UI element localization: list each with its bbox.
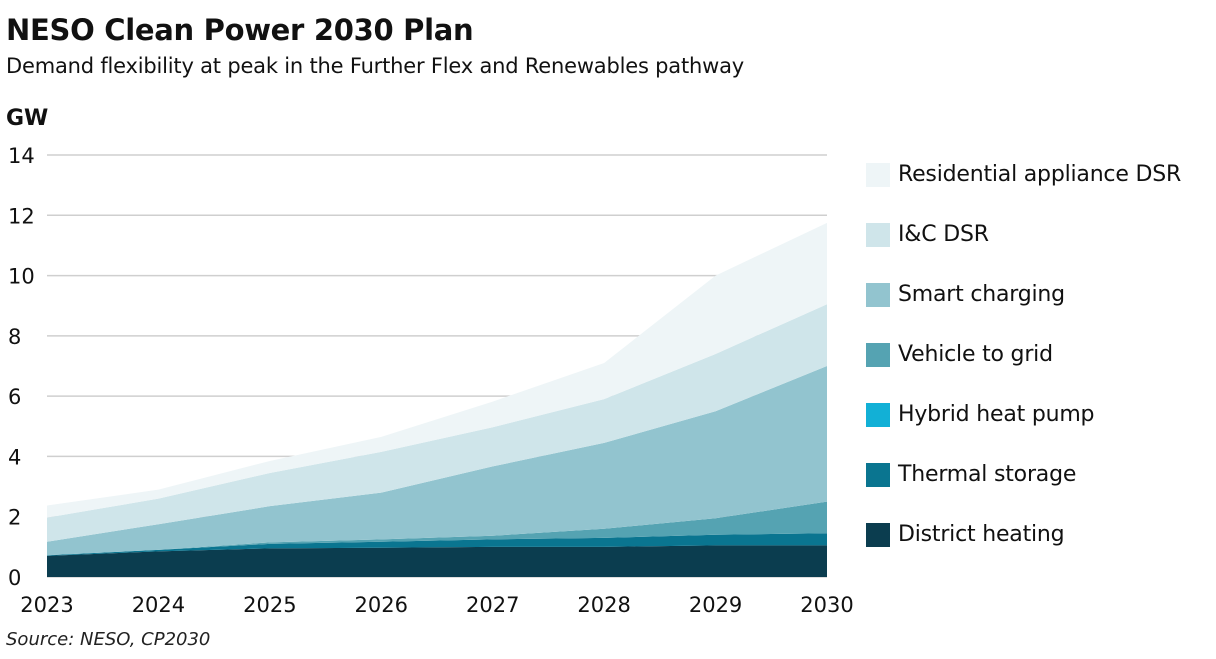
x-tick-label: 2030 <box>800 593 853 617</box>
legend-label: Vehicle to grid <box>898 342 1053 367</box>
legend-item: Vehicle to grid <box>866 340 1053 370</box>
y-tick-label: 4 <box>8 445 21 469</box>
legend-item: Hybrid heat pump <box>866 400 1095 430</box>
legend-item: I&C DSR <box>866 220 989 250</box>
x-tick-label: 2029 <box>689 593 742 617</box>
area-smart-charging <box>47 366 827 556</box>
source-note: Source: NESO, CP2030 <box>6 629 211 650</box>
area-thermal-storage <box>47 533 827 556</box>
legend-label: Hybrid heat pump <box>898 402 1095 427</box>
x-tick-label: 2026 <box>355 593 408 617</box>
legend-swatch <box>866 163 890 187</box>
y-axis-label: GW <box>6 106 48 131</box>
y-tick-label: 6 <box>8 385 21 409</box>
x-tick-label: 2025 <box>243 593 296 617</box>
area-i-c-dsr <box>47 304 827 542</box>
area-district-heating <box>47 545 827 577</box>
legend-swatch <box>866 283 890 307</box>
area-vehicle-to-grid <box>47 501 827 556</box>
legend-swatch <box>866 463 890 487</box>
legend-item: Thermal storage <box>866 460 1076 490</box>
y-tick-label: 8 <box>8 325 21 349</box>
legend-swatch <box>866 523 890 547</box>
chart-title: NESO Clean Power 2030 Plan <box>6 13 474 47</box>
y-tick-label: 14 <box>8 144 35 168</box>
legend-label: Thermal storage <box>898 462 1077 487</box>
area-residential-appliance-dsr <box>47 222 827 518</box>
y-axis-ticks: 0 2 4 6 8 10 12 14 <box>8 144 35 590</box>
legend-label: District heating <box>898 522 1065 547</box>
legend-swatch <box>866 343 890 367</box>
legend-item: Smart charging <box>866 280 1065 310</box>
x-tick-label: 2028 <box>577 593 630 617</box>
legend-label: Residential appliance DSR <box>898 162 1182 187</box>
y-tick-label: 0 <box>8 566 21 590</box>
legend-label: Smart charging <box>898 282 1065 307</box>
y-tick-label: 2 <box>8 506 21 530</box>
y-tick-label: 12 <box>8 204 35 228</box>
legend-swatch <box>866 403 890 427</box>
stacked-areas <box>47 222 827 577</box>
legend-label: I&C DSR <box>898 222 989 247</box>
chart-subtitle: Demand flexibility at peak in the Furthe… <box>6 54 744 78</box>
x-tick-label: 2024 <box>132 593 185 617</box>
y-tick-label: 10 <box>8 265 35 289</box>
legend-item: District heating <box>866 520 1065 550</box>
legend-swatch <box>866 223 890 247</box>
x-tick-label: 2023 <box>20 593 73 617</box>
legend-item: Residential appliance DSR <box>866 160 1181 190</box>
x-tick-label: 2027 <box>466 593 519 617</box>
x-axis-ticks: 2023 2024 2025 2026 2027 2028 2029 2030 <box>20 593 853 617</box>
